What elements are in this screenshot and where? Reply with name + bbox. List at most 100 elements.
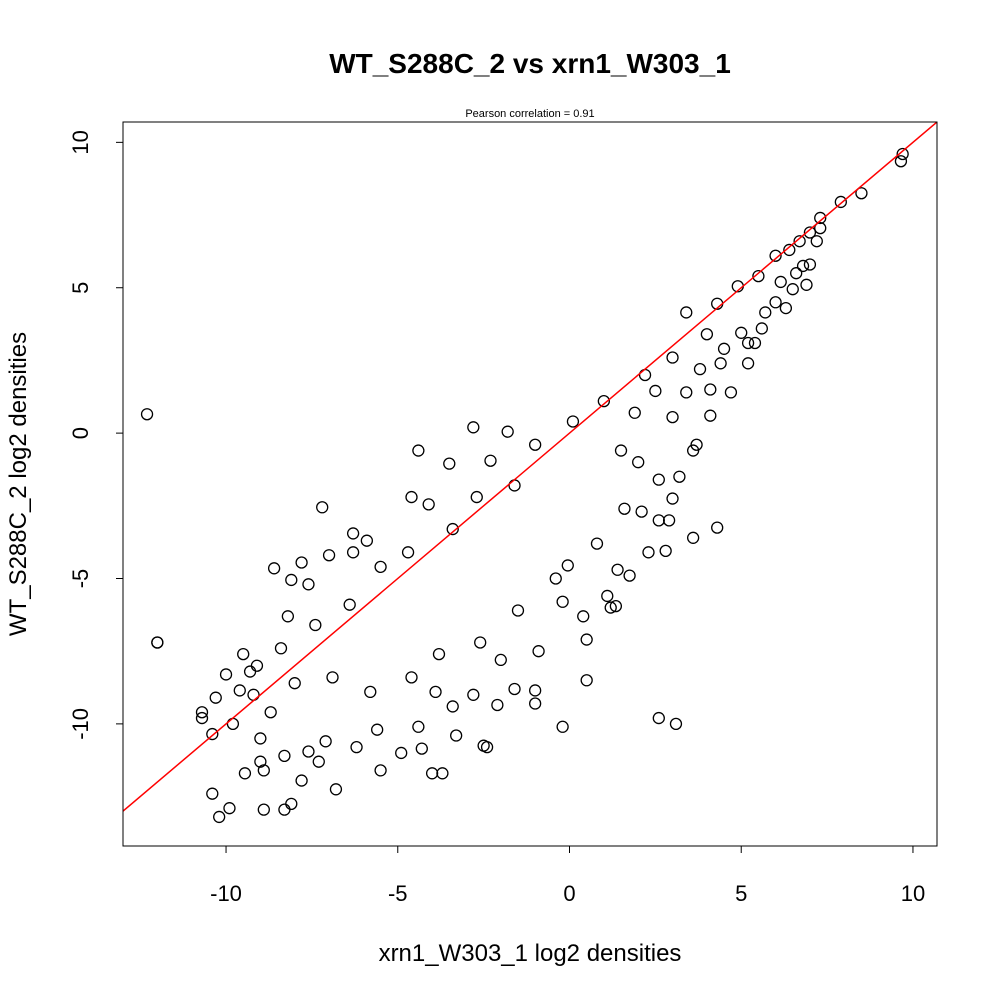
data-point (894, 155, 908, 168)
data-point (532, 645, 545, 658)
data-point (614, 444, 628, 457)
data-point (295, 556, 308, 569)
data-point (735, 326, 748, 339)
data-point (374, 764, 387, 777)
fit-line-layer (123, 122, 937, 813)
data-point (247, 688, 260, 701)
data-point (477, 739, 490, 752)
data-point (717, 342, 731, 355)
data-point (281, 610, 295, 623)
data-point (611, 563, 624, 576)
data-point (714, 357, 727, 370)
data-point (686, 531, 700, 544)
y-tick-label: 0 (68, 427, 93, 439)
y-tick-label: 5 (68, 282, 93, 294)
data-point (267, 562, 281, 575)
data-point (302, 745, 315, 758)
data-point (814, 211, 827, 225)
data-point (711, 521, 724, 534)
data-point (206, 787, 219, 800)
data-point (412, 444, 425, 457)
data-point (484, 454, 497, 467)
data-point (319, 735, 332, 748)
data-point (140, 408, 154, 421)
data-point (233, 684, 246, 697)
data-point (395, 746, 408, 760)
data-point (491, 698, 504, 712)
data-point (329, 783, 343, 796)
data-point (274, 642, 288, 655)
data-point (250, 659, 264, 672)
data-point (446, 700, 459, 713)
data-point (618, 502, 631, 515)
data-point (401, 546, 415, 559)
data-point (309, 618, 322, 632)
data-point (590, 537, 604, 550)
data-point (623, 569, 636, 582)
data-point (429, 685, 442, 699)
data-point (278, 803, 291, 816)
data-point (642, 546, 655, 559)
data-point (803, 226, 817, 239)
data-point (609, 599, 623, 613)
data-point (346, 527, 360, 540)
data-point (659, 544, 672, 558)
data-point (724, 386, 738, 399)
data-point (800, 278, 813, 291)
data-point (322, 549, 336, 562)
data-point (405, 490, 418, 504)
data-point (666, 351, 679, 364)
data-point (436, 767, 449, 780)
data-point (371, 723, 384, 736)
y-tick-label: 10 (68, 130, 93, 154)
data-point (508, 479, 521, 492)
data-point (896, 147, 909, 161)
data-point (264, 706, 277, 719)
data-point (652, 473, 665, 486)
data-point (223, 802, 236, 815)
data-point (793, 235, 806, 248)
data-point (686, 444, 700, 457)
data-point (666, 492, 679, 505)
y-axis: -10 -5 0 5 10 (68, 130, 124, 740)
data-point (302, 578, 315, 591)
points-layer (140, 147, 909, 824)
data-point (628, 406, 641, 419)
data-point (580, 674, 593, 687)
data-point (151, 636, 164, 649)
data-point (604, 601, 617, 614)
data-point (649, 384, 662, 398)
data-point (316, 501, 329, 514)
data-point (814, 221, 827, 235)
data-point (206, 727, 219, 741)
data-point (343, 598, 356, 611)
data-point (741, 336, 755, 350)
data-point (450, 729, 463, 742)
data-point (470, 490, 483, 504)
y-tick-label: -10 (68, 708, 93, 740)
data-point (405, 671, 418, 684)
data-point (195, 711, 209, 725)
data-point (796, 259, 810, 273)
data-point (529, 684, 542, 697)
data-point (769, 249, 782, 262)
data-point (474, 636, 487, 649)
data-point (693, 362, 707, 376)
data-point (508, 682, 521, 696)
data-point (346, 546, 360, 559)
data-point (638, 368, 652, 382)
data-point (790, 267, 803, 280)
data-point (855, 187, 868, 200)
data-point (360, 534, 374, 547)
data-point (219, 668, 233, 681)
data-point (237, 647, 250, 661)
data-point (769, 296, 782, 309)
data-point (374, 560, 387, 574)
fit-line (123, 122, 937, 813)
x-tick-label: -10 (210, 881, 242, 906)
data-point (494, 653, 507, 667)
data-point (704, 409, 717, 422)
x-axis: -10 -5 0 5 10 (210, 845, 925, 906)
